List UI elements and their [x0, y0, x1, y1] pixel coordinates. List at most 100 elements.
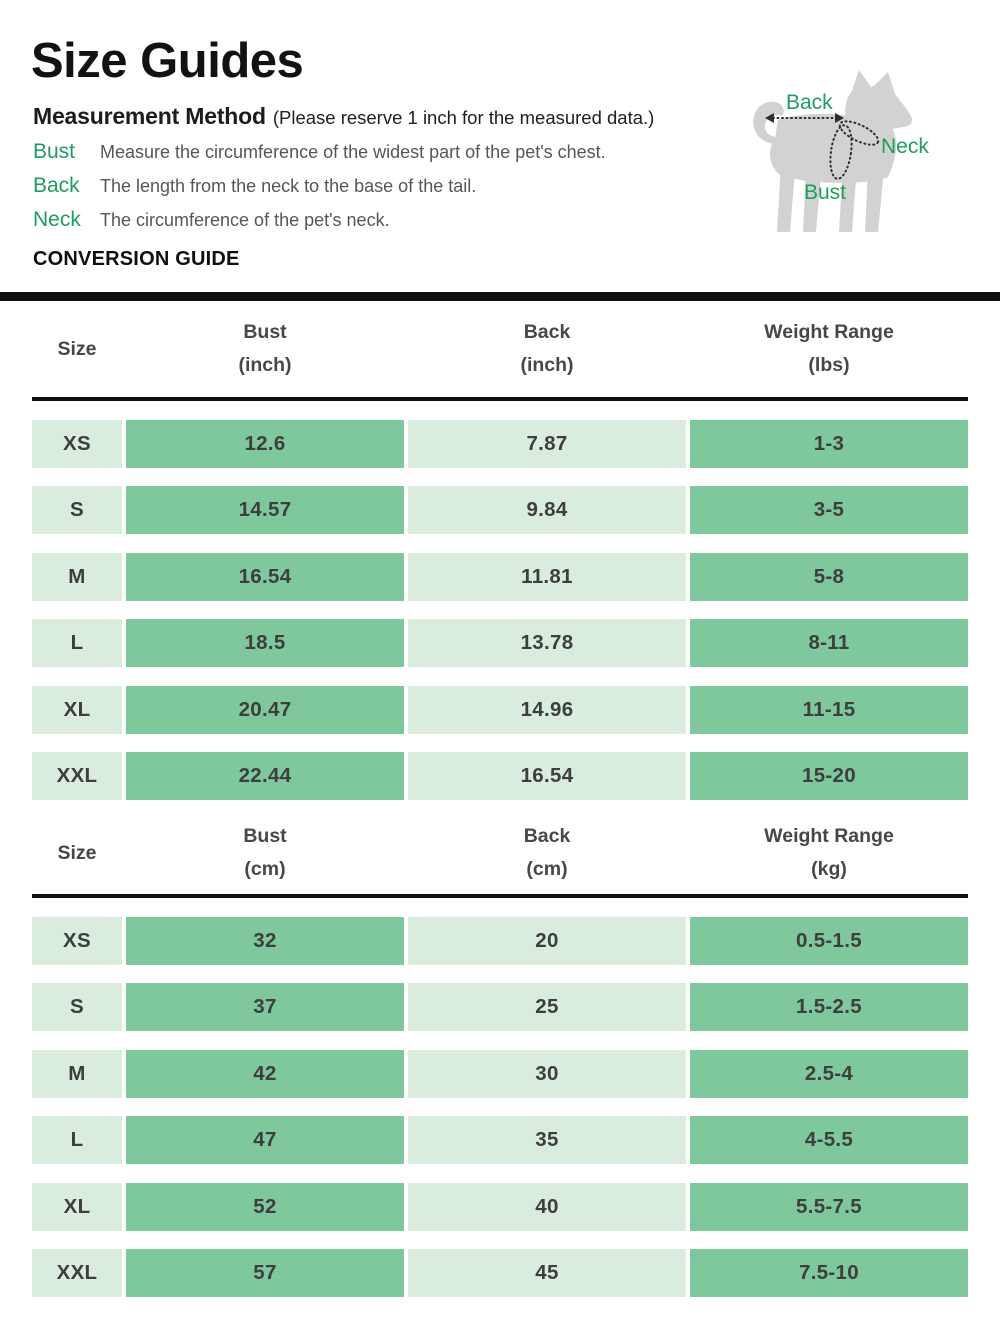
- definition-text-neck: The circumference of the pet's neck.: [100, 210, 390, 230]
- size-cell-xxl: XXL: [32, 752, 122, 800]
- back-arrowheads: [765, 113, 844, 123]
- measurement-method-note: (Please reserve 1 inch for the measured …: [272, 107, 655, 128]
- header-divider-inch: [32, 397, 968, 401]
- neck-measure-ellipse: [838, 120, 880, 146]
- bust-cell-xs: 32: [126, 916, 404, 965]
- weight-cell-m: 5-8: [690, 552, 968, 601]
- back-cell-xs: 7.87: [408, 419, 686, 468]
- header-divider-cm: [32, 894, 968, 898]
- size-cell-xxl: XXL: [32, 1249, 122, 1297]
- table-row-s: S 14.57 9.84 3-5: [32, 486, 968, 534]
- weight-cell-l: 8-11: [690, 619, 968, 667]
- size-cell-s: S: [32, 486, 122, 534]
- back-cell-xxl: 45: [408, 1249, 686, 1297]
- table-row-l: L 18.5 13.78 8-11: [32, 619, 968, 667]
- weight-cell-s: 3-5: [690, 486, 968, 534]
- table-body-cm: XS 32 20 0.5-1.5 S 37 25 1.5-2.5 M 42 30 2.5-4 L 47 35…: [32, 916, 968, 1297]
- back-cell-l: 13.78: [408, 619, 686, 667]
- weight-cell-xl: 11-15: [690, 685, 968, 734]
- definition-term-back: Back: [33, 174, 80, 197]
- weight-cell-m: 2.5-4: [690, 1049, 968, 1098]
- size-cell-m: M: [32, 552, 122, 601]
- bust-cell-xxl: 22.44: [126, 752, 404, 800]
- definition-term-neck: Neck: [33, 208, 81, 231]
- weight-cell-xxl: 7.5-10: [690, 1249, 968, 1297]
- back-label: Back: [786, 91, 833, 114]
- size-cell-xl: XL: [32, 685, 122, 734]
- back-cell-xl: 14.96: [408, 685, 686, 734]
- size-cell-s: S: [32, 983, 122, 1031]
- bust-cell-xxl: 57: [126, 1249, 404, 1297]
- size-table-cm: Size Bust (cm) Back (cm) Weight Range (kg) XS 3…: [32, 812, 968, 1297]
- column-header-size: Size: [57, 841, 97, 864]
- table-row-xl: XL 52 40 5.5-7.5: [32, 1182, 968, 1231]
- bust-cell-xl: 52: [126, 1182, 404, 1231]
- weight-cell-xs: 0.5-1.5: [690, 916, 968, 965]
- bust-measure-ellipse: [829, 124, 853, 180]
- size-cell-xl: XL: [32, 1182, 122, 1231]
- neck-label: Neck: [881, 135, 929, 158]
- measurement-definitions: Bust Measure the circumference of the wi…: [33, 140, 606, 242]
- definition-bust: Bust Measure the circumference of the wi…: [33, 140, 606, 174]
- bust-cell-m: 42: [126, 1049, 404, 1098]
- table-header-row-inch: Size Bust (inch) Back (inch) Weight Range (lbs…: [32, 301, 968, 397]
- definition-neck: Neck The circumference of the pet's neck…: [33, 208, 606, 242]
- table-row-xs: XS 32 20 0.5-1.5: [32, 916, 968, 965]
- size-table-inch: Size Bust (inch) Back (inch) Weight Range (lbs…: [32, 301, 968, 800]
- column-header-back: Back (inch): [520, 321, 574, 376]
- table-body-inch: XS 12.6 7.87 1-3 S 14.57 9.84 3-5 M 16.54 11.81 5-8…: [32, 419, 968, 800]
- page-title: Size Guides: [31, 34, 304, 88]
- conversion-guide-title: CONVERSION GUIDE: [33, 248, 240, 270]
- back-cell-s: 9.84: [408, 486, 686, 534]
- bust-label: Bust: [804, 181, 846, 204]
- bust-cell-l: 47: [126, 1116, 404, 1164]
- measurement-method-line: Measurement Method (Please reserve 1 inch…: [33, 103, 654, 130]
- size-cell-l: L: [32, 619, 122, 667]
- column-header-weight-range: Weight Range (kg): [764, 825, 894, 880]
- bust-cell-xl: 20.47: [126, 685, 404, 734]
- back-cell-xs: 20: [408, 916, 686, 965]
- table-row-xxl: XXL 57 45 7.5-10: [32, 1249, 968, 1297]
- column-header-weight-range: Weight Range (lbs): [764, 321, 894, 376]
- column-header-bust: Bust (cm): [243, 825, 287, 880]
- table-header-row-cm: Size Bust (cm) Back (cm) Weight Range (kg): [32, 812, 968, 894]
- back-cell-xxl: 16.54: [408, 752, 686, 800]
- size-cell-xs: XS: [32, 916, 122, 965]
- back-cell-xl: 40: [408, 1182, 686, 1231]
- dog-measurement-diagram: Back Neck Bust: [753, 70, 929, 232]
- size-cell-m: M: [32, 1049, 122, 1098]
- bust-cell-xs: 12.6: [126, 419, 404, 468]
- table-row-m: M 42 30 2.5-4: [32, 1049, 968, 1098]
- definition-term-bust: Bust: [33, 140, 76, 163]
- section-divider-bar: [0, 292, 1000, 301]
- back-cell-m: 30: [408, 1049, 686, 1098]
- table-row-xxl: XXL 22.44 16.54 15-20: [32, 752, 968, 800]
- definition-back: Back The length from the neck to the bas…: [33, 174, 606, 208]
- column-header-size: Size: [57, 337, 97, 360]
- weight-cell-l: 4-5.5: [690, 1116, 968, 1164]
- weight-cell-xl: 5.5-7.5: [690, 1182, 968, 1231]
- back-cell-l: 35: [408, 1116, 686, 1164]
- table-row-xs: XS 12.6 7.87 1-3: [32, 419, 968, 468]
- back-cell-s: 25: [408, 983, 686, 1031]
- column-header-bust: Bust (inch): [238, 321, 292, 376]
- bust-cell-m: 16.54: [126, 552, 404, 601]
- table-row-xl: XL 20.47 14.96 11-15: [32, 685, 968, 734]
- bust-cell-s: 37: [126, 983, 404, 1031]
- bust-cell-l: 18.5: [126, 619, 404, 667]
- bust-cell-s: 14.57: [126, 486, 404, 534]
- table-row-l: L 47 35 4-5.5: [32, 1116, 968, 1164]
- size-cell-xs: XS: [32, 419, 122, 468]
- table-row-m: M 16.54 11.81 5-8: [32, 552, 968, 601]
- column-header-back: Back (cm): [523, 825, 571, 880]
- definition-text-bust: Measure the circumference of the widest …: [100, 142, 606, 162]
- weight-cell-s: 1.5-2.5: [690, 983, 968, 1031]
- weight-cell-xs: 1-3: [690, 419, 968, 468]
- table-row-s: S 37 25 1.5-2.5: [32, 983, 968, 1031]
- measurement-method-title: Measurement Method: [33, 103, 266, 129]
- size-cell-l: L: [32, 1116, 122, 1164]
- weight-cell-xxl: 15-20: [690, 752, 968, 800]
- dog-silhouette: [753, 70, 913, 232]
- back-cell-m: 11.81: [408, 552, 686, 601]
- definition-text-back: The length from the neck to the base of …: [100, 176, 477, 196]
